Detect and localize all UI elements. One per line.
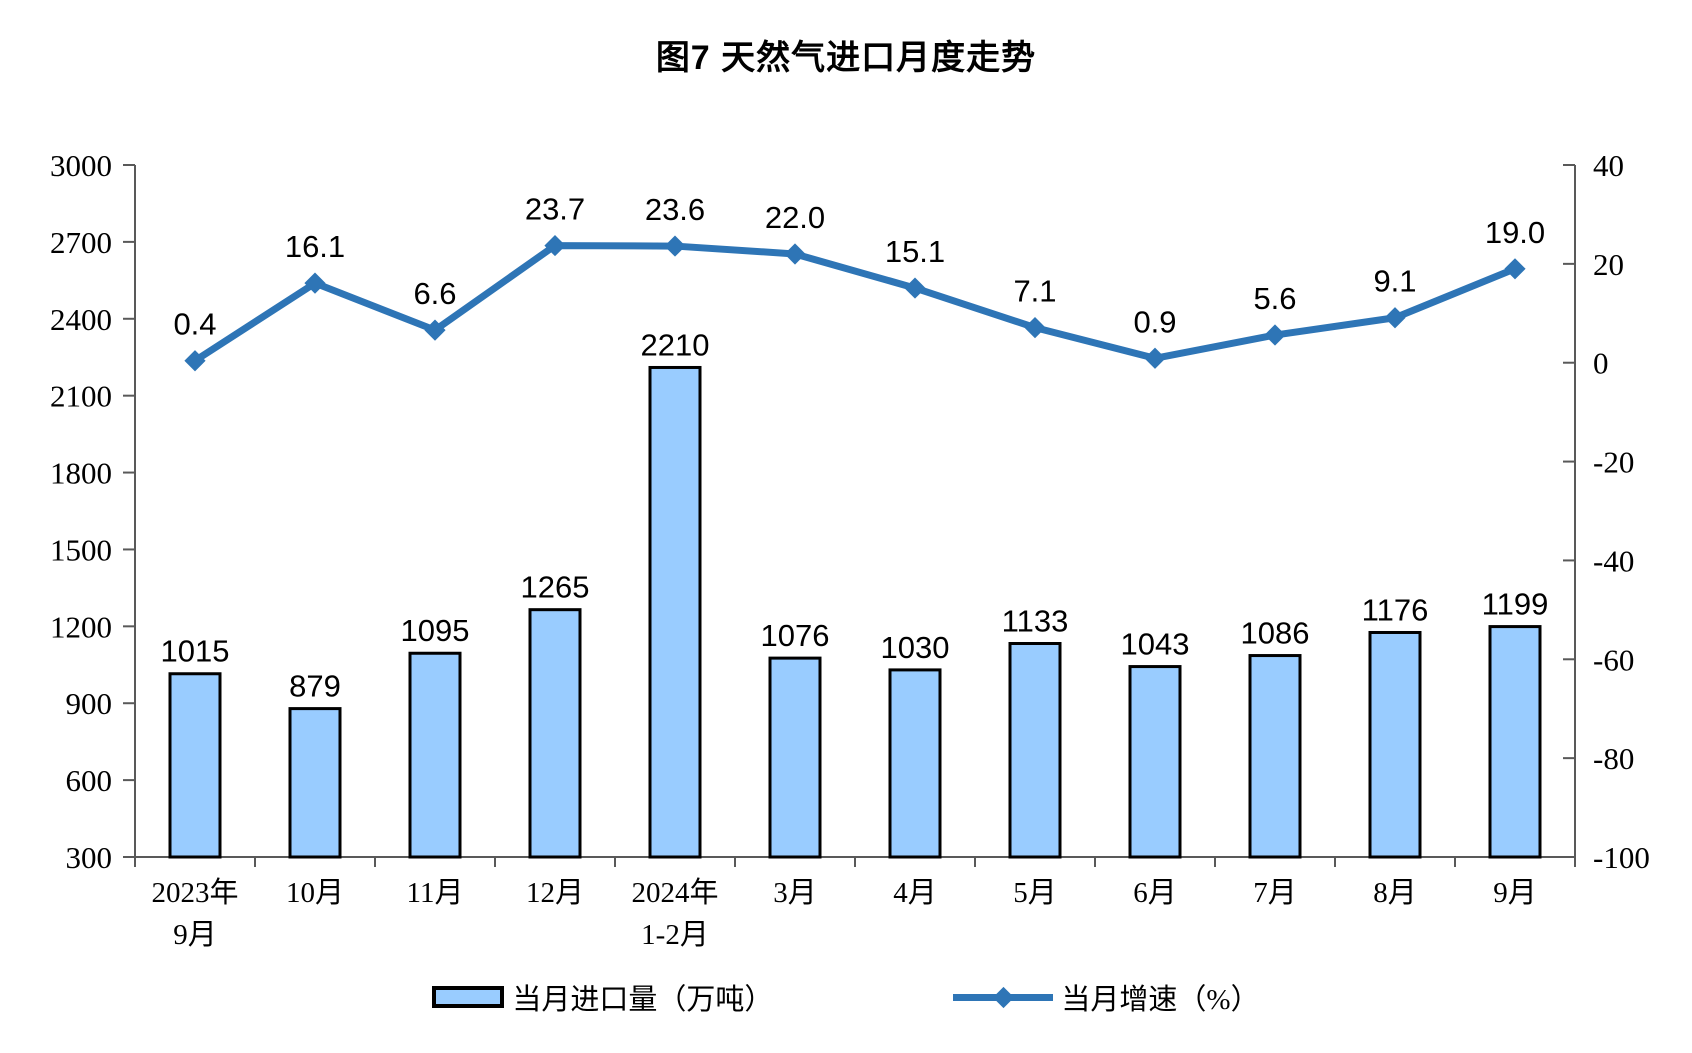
line-series-label: 当月增速（%） <box>1061 984 1260 1016</box>
bar-series-label: 当月进口量（万吨） <box>512 984 774 1016</box>
bar <box>1008 642 1062 859</box>
right-axis-tick-label: 0 <box>1593 346 1609 381</box>
left-axis-tick-label: 600 <box>66 763 113 798</box>
right-axis-tick-label: -80 <box>1593 741 1634 776</box>
bar-value-label: 1133 <box>1002 604 1069 639</box>
line-point-marker <box>1264 324 1286 346</box>
bar <box>648 365 702 859</box>
x-axis-category-label: 10月 <box>286 877 344 909</box>
line-value-label: 19.0 <box>1485 215 1545 250</box>
bar-value-label: 2210 <box>641 327 710 362</box>
diamond-marker-icon <box>993 986 1015 1009</box>
left-axis-tick-label: 1500 <box>50 532 112 567</box>
line-value-label: 7.1 <box>1013 274 1056 309</box>
x-axis-category-label: 4月 <box>893 877 937 909</box>
bar-value-label: 1199 <box>1482 587 1549 622</box>
left-axis-tick-label: 2400 <box>50 302 112 337</box>
line-value-label: 22.0 <box>765 200 825 235</box>
line-series-swatch-icon <box>953 985 1054 1009</box>
bar-value-label: 1095 <box>401 613 470 648</box>
x-axis-category-label: 2023年 <box>151 876 238 909</box>
line-value-label: 9.1 <box>1373 264 1416 299</box>
bar <box>1368 630 1422 859</box>
right-axis-tick-label: -20 <box>1593 445 1634 480</box>
bar <box>528 608 582 859</box>
left-axis-tick-label: 1200 <box>50 609 112 644</box>
bar <box>1248 654 1302 859</box>
bar <box>888 668 942 859</box>
line-value-label: 16.1 <box>285 229 345 264</box>
line-point-marker <box>664 235 686 257</box>
left-axis-tick-label: 900 <box>66 686 113 721</box>
bar <box>168 672 222 859</box>
bar-series-swatch-icon <box>432 986 505 1008</box>
line-point-marker <box>1384 307 1406 329</box>
line-point-marker <box>544 234 566 257</box>
bar-value-label: 1076 <box>761 618 830 653</box>
x-axis-category-label: 5月 <box>1013 877 1057 909</box>
line-point-marker <box>1024 317 1046 339</box>
bar-value-label: 1176 <box>1362 592 1429 627</box>
x-axis-category-label: 11月 <box>407 877 464 909</box>
line-value-label: 0.4 <box>173 307 216 342</box>
x-axis-category-label: 3月 <box>773 877 817 909</box>
chart-title: 图7 天然气进口月度走势 <box>655 39 1037 77</box>
line-value-label: 0.9 <box>1133 304 1176 339</box>
bar-value-label: 1043 <box>1121 627 1190 662</box>
left-axis-tick-label: 2700 <box>50 225 112 260</box>
line-value-label: 5.6 <box>1253 281 1296 316</box>
x-axis-category-label: 6月 <box>1133 877 1177 909</box>
legend: 当月进口量（万吨） 当月增速（%） <box>0 976 1692 1018</box>
right-axis-tick-label: 40 <box>1593 148 1624 183</box>
line-point-marker <box>1144 347 1166 369</box>
left-axis-tick-label: 1800 <box>50 456 112 491</box>
bar-value-label: 1015 <box>161 634 230 669</box>
bar <box>1488 625 1542 859</box>
bar-value-label: 879 <box>289 669 341 704</box>
left-axis-tick-label: 3000 <box>50 148 112 183</box>
bar <box>1128 665 1182 859</box>
line-point-marker <box>1504 258 1526 280</box>
bar-value-label: 1086 <box>1241 616 1310 651</box>
line-value-label: 23.6 <box>645 192 705 227</box>
x-axis-category-label: 1-2月 <box>641 919 709 951</box>
line-point-marker <box>784 243 806 265</box>
x-axis-category-label: 9月 <box>173 919 217 951</box>
chart-canvas: 300 600 900 1200 1500 1800 2100 2400 2700 3000 -10… <box>50 148 1650 951</box>
x-axis-category-label: 2024年 <box>631 876 718 909</box>
growth-line <box>193 242 1517 364</box>
line-value-label: 6.6 <box>413 276 456 311</box>
x-axis-category-label: 9月 <box>1493 877 1537 909</box>
bar <box>768 656 822 859</box>
legend-item-imports: 当月进口量（万吨） <box>432 976 773 1018</box>
line-value-label: 15.1 <box>885 234 945 269</box>
line-value-label: 23.7 <box>525 192 585 227</box>
bar-value-label: 1030 <box>881 630 950 665</box>
x-axis-category-label: 7月 <box>1253 877 1297 909</box>
x-axis-category-label: 8月 <box>1373 877 1417 909</box>
legend-item-growth: 当月增速（%） <box>953 976 1260 1018</box>
bar <box>408 651 462 859</box>
left-axis-tick-label: 300 <box>66 840 113 875</box>
bar-value-label: 1265 <box>521 570 590 605</box>
bar <box>288 707 342 859</box>
line-point-marker <box>904 277 926 299</box>
right-axis-tick-label: -100 <box>1593 840 1650 875</box>
right-axis-tick-label: -40 <box>1593 543 1634 578</box>
x-axis-category-label: 12月 <box>526 877 584 909</box>
right-axis-tick-label: 20 <box>1593 247 1624 282</box>
right-axis-tick-label: -60 <box>1593 642 1634 677</box>
left-axis-tick-label: 2100 <box>50 379 112 414</box>
